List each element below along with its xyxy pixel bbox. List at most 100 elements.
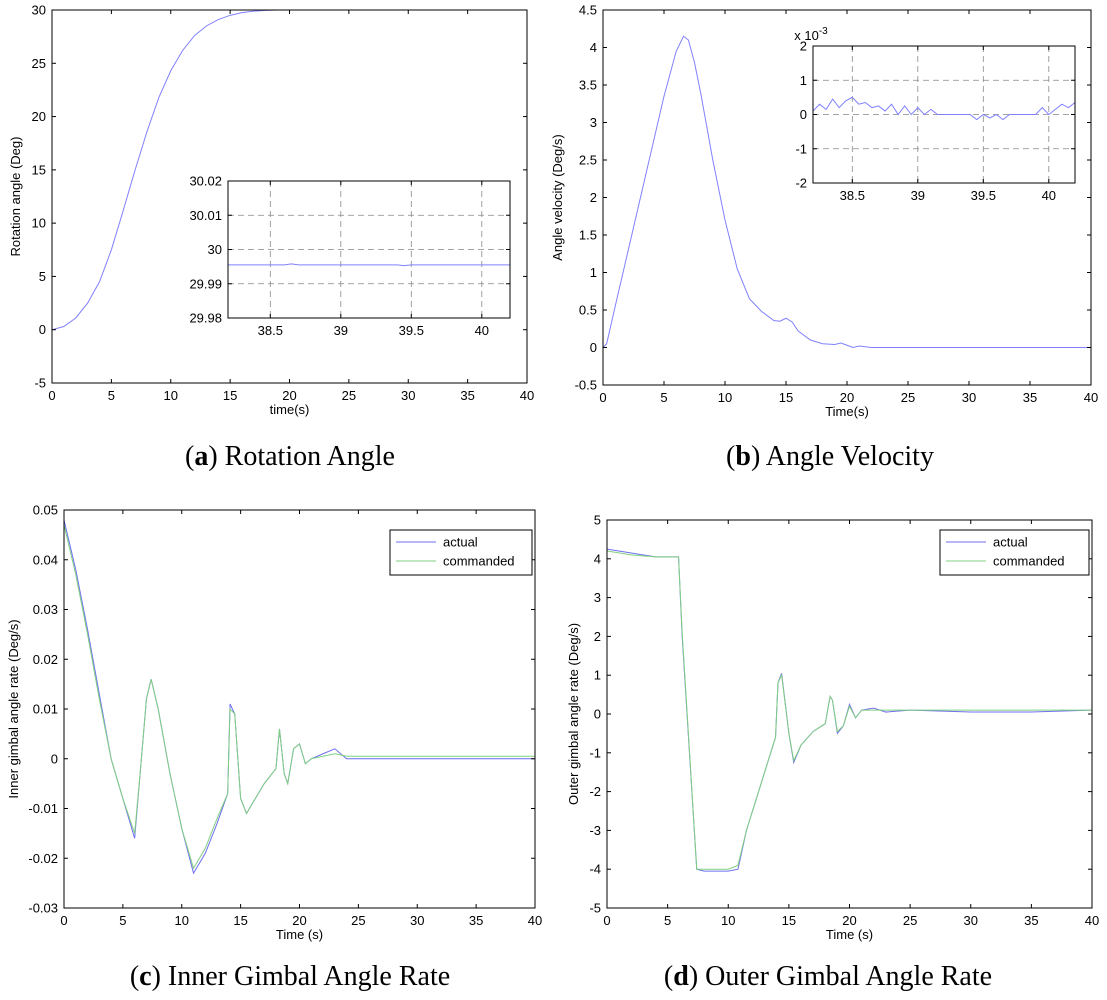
chart-c-xtick-label-4: 20: [292, 913, 306, 928]
chart-a-ytick-label-4: 15: [32, 162, 46, 177]
chart-b-ytick-label-6: 2.5: [579, 153, 597, 168]
chart-d-xtick-label-0: 0: [603, 913, 610, 928]
chart-c-xtick-label-6: 30: [410, 913, 424, 928]
chart-a-xtick-label-8: 40: [520, 388, 534, 403]
chart-b-ytick-label-10: 4.5: [579, 3, 597, 18]
chart-d-xtick-label-8: 40: [1085, 913, 1099, 928]
chart-c-ytick-label-6: 0.03: [33, 602, 58, 617]
chart-a-inset-xtick-label-3: 40: [475, 323, 489, 338]
chart-b-inset-xtick-label-2: 39.5: [971, 188, 996, 203]
chart-d-caption-letter: d: [673, 961, 689, 992]
chart-d-ytick-label-1: -4: [589, 862, 601, 877]
chart-b-ytick-label-9: 4: [590, 40, 597, 55]
chart-d-plot-area: [607, 520, 1092, 908]
chart-c-caption-open: (: [130, 961, 139, 992]
chart-a-series-rotation-angle-line: [52, 10, 527, 331]
chart-a-inset-ytick-label-1: 29.99: [189, 276, 222, 291]
chart-b-inset-series-0-line: [813, 96, 1075, 121]
chart-d-ytick-label-8: 3: [594, 590, 601, 605]
chart-a-ytick-label-7: 30: [32, 3, 46, 18]
chart-a-ytick-label-1: 0: [39, 322, 46, 337]
chart-c-xtick-label-3: 15: [233, 913, 247, 928]
chart-d-ytick-label-5: 0: [594, 707, 601, 722]
chart-b-ylabel: Angle velocity (Deg/s): [550, 134, 565, 260]
chart-c-legend-label-0: actual: [443, 535, 478, 550]
chart-a-ylabel: Rotation angle (Deg): [8, 137, 23, 257]
chart-c-series-commanded-line: [64, 524, 535, 870]
chart-b-ytick-label-2: 0.5: [579, 303, 597, 318]
chart-d-xtick-label-6: 30: [964, 913, 978, 928]
chart-c-caption: (c) Inner Gimbal Angle Rate: [130, 961, 450, 992]
chart-d-caption-open: (: [664, 961, 673, 992]
chart-c-ytick-label-8: 0.05: [33, 503, 58, 518]
chart-d-caption-text: ) Outer Gimbal Angle Rate: [689, 961, 992, 992]
chart-a-xtick-label-6: 30: [401, 388, 415, 403]
chart-b-inset-ytick-label-3: 1: [800, 73, 807, 88]
chart-d-xtick-label-1: 5: [664, 913, 671, 928]
chart-b-caption-open: (: [726, 441, 735, 472]
chart-b-xlabel: Time(s): [825, 404, 869, 419]
chart-a-xtick-label-3: 15: [223, 388, 237, 403]
chart-b-ytick-label-5: 2: [590, 190, 597, 205]
chart-a-ytick-label-2: 5: [39, 269, 46, 284]
chart-c-xtick-label-1: 5: [119, 913, 126, 928]
chart-d-ytick-label-3: -2: [589, 784, 601, 799]
chart-b-inset-ytick-label-0: -2: [795, 176, 807, 191]
chart-b-xtick-label-4: 20: [840, 390, 854, 405]
chart-a-inset-ytick-label-3: 30.01: [189, 208, 222, 223]
chart-c-ytick-label-7: 0.04: [33, 552, 58, 567]
chart-a-xlabel: time(s): [270, 402, 310, 417]
chart-d-ytick-label-7: 2: [594, 629, 601, 644]
chart-b-xtick-label-5: 25: [901, 390, 915, 405]
chart-b-xtick-label-7: 35: [1023, 390, 1037, 405]
chart-b-inset-ytick-label-4: 2: [800, 39, 807, 54]
chart-c-xtick-label-0: 0: [60, 913, 67, 928]
chart-b-xtick-label-2: 10: [718, 390, 732, 405]
chart-d-ytick-label-2: -3: [589, 823, 601, 838]
chart-a-inset-axes: 38.5 39 39.5 40 29.98 29.99 30 30.01 30.02: [189, 174, 511, 338]
chart-b-ytick-label-8: 3.5: [579, 78, 597, 93]
chart-a-inset-xtick-label-2: 39.5: [399, 323, 424, 338]
chart-c-axes: 0 5 10 15 20 25 30 35 40 -0.03 -0.02 -0.01 0 0.01 0.02…: [6, 503, 542, 943]
chart-c-ytick-label-0: -0.03: [28, 901, 58, 916]
chart-a-inset-ytick-label-2: 30: [208, 242, 222, 257]
chart-b-inset-exponent-power: -3: [819, 26, 828, 37]
chart-b-inset-xtick-label-0: 38.5: [840, 188, 865, 203]
chart-c-xlabel: Time (s): [276, 927, 323, 942]
chart-d-xtick-label-2: 10: [721, 913, 735, 928]
chart-b-xtick-label-3: 15: [779, 390, 793, 405]
chart-a-caption-text: ) Rotation Angle: [208, 441, 395, 472]
chart-c-plot-area: [64, 510, 535, 908]
chart-b-ytick-label-1: 0: [590, 340, 597, 355]
chart-c-ytick-label-2: -0.01: [28, 801, 58, 816]
chart-d-legend-label-0: actual: [993, 535, 1028, 550]
chart-d-axes: 0 5 10 15 20 25 30 35 40 -5 -4 -3 -2 -1 0 1 2 3 4 5 Time (s)…: [566, 513, 1099, 943]
chart-d-ytick-label-6: 1: [594, 668, 601, 683]
chart-b-ytick-label-3: 1: [590, 265, 597, 280]
chart-a-inset-xtick-label-1: 39: [334, 323, 348, 338]
chart-b-caption-text: ) Angle Velocity: [751, 441, 934, 472]
chart-d-ytick-label-4: -1: [589, 745, 601, 760]
chart-a-xtick-label-0: 0: [48, 388, 55, 403]
chart-a-ytick-label-6: 25: [32, 56, 46, 71]
chart-d-ylabel: Outer gimbal angle rate (Deg/s): [566, 623, 581, 805]
chart-c-xtick-label-8: 40: [528, 913, 542, 928]
chart-d-xtick-label-5: 25: [903, 913, 917, 928]
chart-b-inset-ytick-label-2: 0: [800, 107, 807, 122]
chart-b-inset-xtick-label-3: 40: [1042, 188, 1056, 203]
chart-c-ytick-label-3: 0: [51, 751, 58, 766]
chart-d-ytick-label-0: -5: [589, 901, 601, 916]
chart-d-xtick-label-3: 15: [782, 913, 796, 928]
chart-b-caption-letter: b: [735, 441, 751, 472]
chart-c-legend-label-1: commanded: [443, 554, 515, 569]
chart-a-inset-ytick-label-4: 30.02: [189, 174, 222, 189]
chart-b-series-angle-velocity-line: [603, 35, 1091, 349]
chart-b-xtick-label-0: 0: [599, 390, 606, 405]
chart-a-caption-letter: a: [194, 441, 208, 472]
chart-d-xtick-label-7: 35: [1024, 913, 1038, 928]
chart-a-caption-open: (: [185, 441, 194, 472]
chart-c-xtick-label-5: 25: [351, 913, 365, 928]
chart-a-inset-series-0-line: [228, 263, 510, 267]
chart-d-legend: actual commanded: [939, 529, 1090, 576]
